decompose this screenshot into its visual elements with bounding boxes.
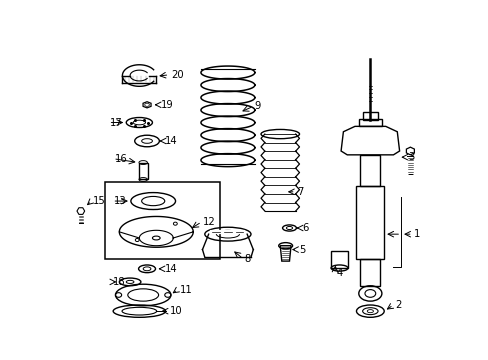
Text: 14: 14 [164, 264, 177, 274]
Text: 15: 15 [93, 196, 106, 206]
Text: 16: 16 [115, 154, 127, 164]
Text: 1: 1 [413, 229, 420, 239]
Text: 7: 7 [297, 187, 303, 197]
Bar [104, 182, 220, 259]
Bar [362, 112, 377, 120]
Bar [360, 259, 380, 286]
Text: 5: 5 [298, 244, 305, 255]
Text: 12: 12 [203, 217, 216, 227]
Text: 11: 11 [179, 285, 192, 294]
Text: 13: 13 [114, 196, 126, 206]
Text: 14: 14 [164, 136, 177, 146]
Text: 20: 20 [171, 70, 183, 80]
Text: 18: 18 [112, 277, 125, 287]
Text: 17: 17 [110, 117, 122, 127]
Text: 6: 6 [302, 223, 308, 233]
Text: 4: 4 [336, 268, 342, 278]
Bar [356, 186, 384, 259]
Text: 19: 19 [161, 100, 173, 110]
Text: 3: 3 [407, 152, 413, 162]
Text: 8: 8 [244, 254, 250, 264]
Text: 10: 10 [170, 306, 183, 316]
Text: 9: 9 [254, 101, 261, 111]
Bar [330, 251, 347, 268]
Bar [358, 119, 381, 126]
Text: 2: 2 [394, 300, 401, 310]
Bar [360, 155, 380, 186]
Bar [139, 163, 147, 180]
